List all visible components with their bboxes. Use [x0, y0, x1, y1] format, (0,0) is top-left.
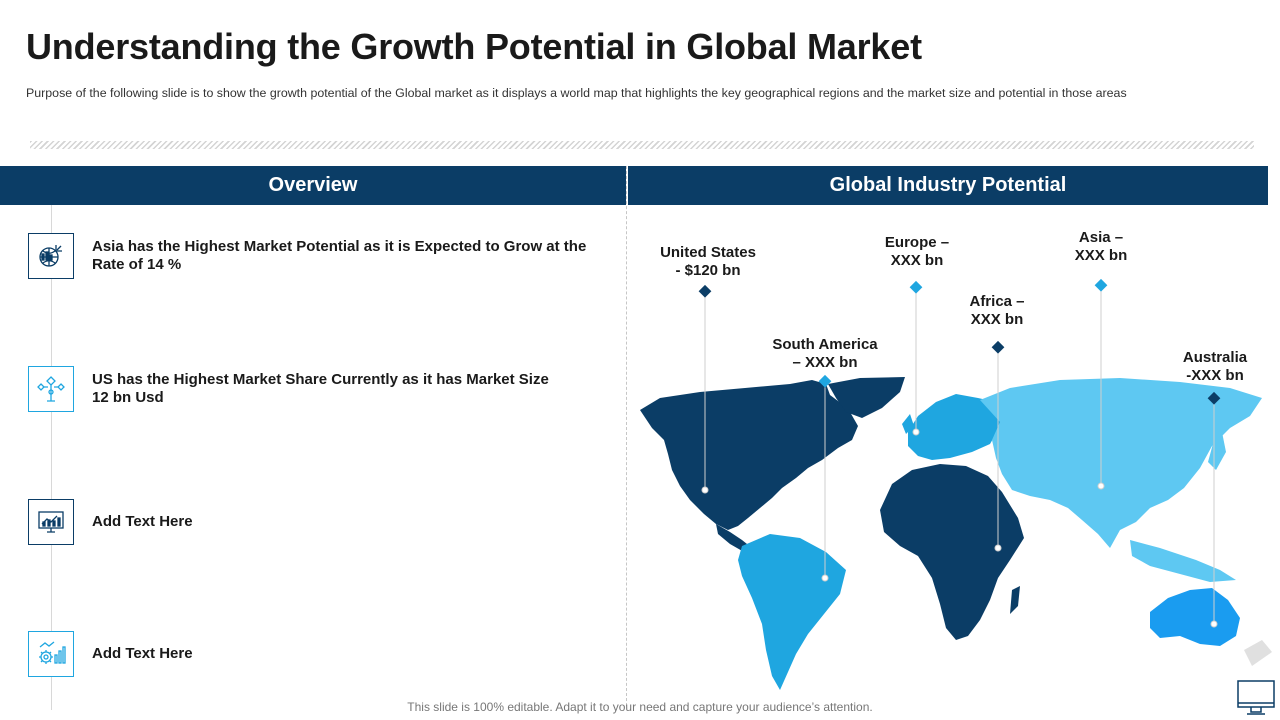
page-subtitle: Purpose of the following slide is to sho… — [26, 86, 1127, 100]
global-potential-header: Global Industry Potential — [628, 166, 1268, 205]
label-asia-name: Asia – — [1078, 229, 1124, 246]
monitor-icon — [1237, 680, 1275, 715]
southeast-asia-region — [1130, 540, 1236, 582]
overview-item-2-line1: US has the Highest Market Share Currentl… — [92, 371, 549, 388]
overview-item-1-line1: Asia has the Highest Market Potential as… — [92, 238, 587, 255]
page-title: Understanding the Growth Potential in Gl… — [26, 26, 922, 67]
label-africa-value: XXX bn — [970, 311, 1024, 328]
label-australia-name: Australia — [1182, 349, 1248, 366]
greenland-region — [828, 377, 905, 418]
asia-region — [980, 378, 1262, 548]
label-asia: Asia – XXX bn — [1058, 229, 1144, 265]
central-america-region — [716, 524, 752, 552]
overview-item-2: US has the Highest Market Share Currentl… — [92, 371, 549, 407]
overview-item-1-line2: Rate of 14 % — [92, 256, 182, 273]
section-divider — [626, 166, 627, 706]
australia-region — [1150, 588, 1240, 646]
label-africa: Africa – XXX bn — [952, 293, 1042, 329]
us-marker — [698, 284, 712, 298]
gear-chart-icon — [28, 631, 74, 677]
flowchart-icon — [28, 366, 74, 412]
south-america-region — [738, 534, 846, 690]
japan-region — [1208, 432, 1226, 470]
uk-region — [902, 414, 914, 434]
overview-item-4: Add Text Here — [92, 645, 193, 662]
label-africa-name: Africa – — [969, 293, 1025, 310]
monitor-chart-icon — [28, 499, 74, 545]
label-south-america-name: South America — [772, 336, 878, 353]
north-america-region — [640, 380, 858, 530]
label-europe-name: Europe – — [884, 234, 950, 251]
label-united-states-value: - $120 bn — [675, 262, 741, 279]
label-united-states: United States - $120 bn — [658, 244, 758, 280]
label-europe-value: XXX bn — [890, 252, 944, 269]
africa-marker — [991, 340, 1005, 354]
overview-timeline-line — [51, 205, 52, 710]
overview-item-1: Asia has the Highest Market Potential as… — [92, 238, 586, 274]
europe-marker — [909, 280, 923, 294]
globe-chart-icon — [28, 233, 74, 279]
overview-item-3: Add Text Here — [92, 513, 193, 530]
hatched-divider — [30, 141, 1254, 149]
label-europe: Europe – XXX bn — [870, 234, 964, 270]
new-zealand-region — [1244, 640, 1272, 666]
world-map — [640, 278, 1272, 690]
label-south-america-value: – XXX bn — [792, 354, 858, 371]
asia-marker — [1094, 278, 1108, 292]
label-australia: Australia -XXX bn — [1172, 349, 1258, 385]
label-united-states-name: United States — [660, 244, 756, 261]
overview-header: Overview — [0, 166, 626, 205]
label-australia-value: -XXX bn — [1186, 367, 1244, 384]
footer-note: This slide is 100% editable. Adapt it to… — [407, 700, 873, 714]
label-south-america: South America – XXX bn — [765, 336, 885, 372]
europe-region — [908, 394, 1004, 460]
madagascar-region — [1010, 586, 1020, 614]
africa-region — [880, 464, 1024, 640]
overview-item-2-line2: 12 bn Usd — [92, 389, 164, 406]
label-asia-value: XXX bn — [1074, 247, 1128, 264]
